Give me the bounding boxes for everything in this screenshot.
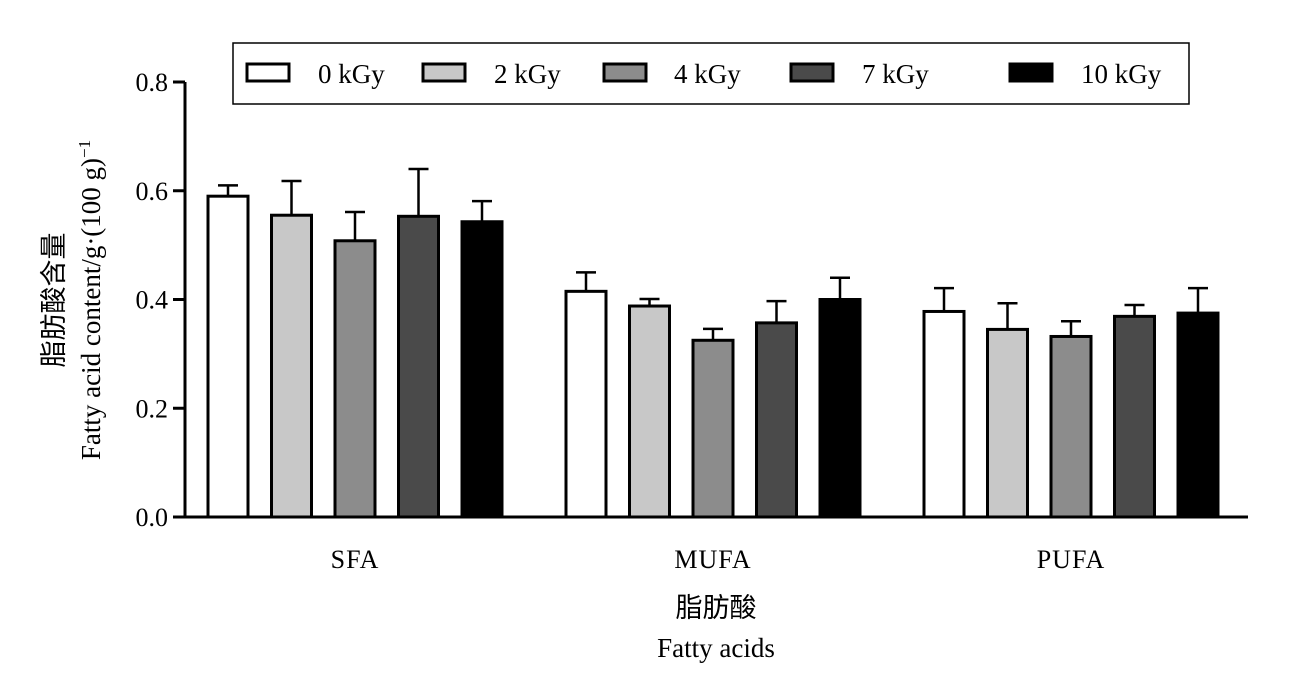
bar	[564, 289, 608, 519]
bar	[691, 338, 735, 519]
y-tick-label: 0.2	[136, 394, 169, 423]
legend-swatch	[602, 62, 648, 83]
bar	[1049, 334, 1093, 519]
legend-label: 4 kGy	[674, 59, 741, 89]
bar	[1113, 314, 1156, 519]
legend-label: 10 kGy	[1081, 59, 1162, 89]
error-bar-group	[218, 167, 1208, 341]
y-tick-group: 0.0 0.2 0.4 0.6 0.8	[136, 68, 185, 532]
bar	[460, 220, 504, 519]
legend-label: 0 kGy	[318, 59, 385, 89]
bar	[818, 298, 862, 519]
y-tick-label: 0.4	[136, 286, 169, 315]
bar-group	[206, 194, 1220, 519]
x-axis-title-cn: 脂肪酸	[676, 593, 757, 623]
legend-swatch	[421, 62, 467, 83]
y-tick-label: 0.0	[136, 503, 169, 532]
y-tick-label: 0.6	[136, 177, 169, 206]
y-axis-title-en: Fatty acid content/g·(100 g)−1	[75, 140, 106, 460]
legend-swatch	[245, 62, 291, 83]
bar	[755, 321, 798, 519]
y-tick-label: 0.8	[136, 68, 169, 97]
bar	[270, 213, 313, 519]
legend: 0 kGy 2 kGy 4 kGy 7 kGy 10 kGy	[232, 42, 1190, 105]
legend-label: 2 kGy	[494, 59, 561, 89]
y-axis-title-cn: 脂肪酸含量	[39, 233, 69, 368]
legend-swatch	[789, 62, 835, 83]
y-axis-title-sup: −1	[75, 140, 94, 158]
legend-swatch	[1008, 62, 1054, 83]
x-category-group: SFA MUFA PUFA	[331, 545, 1106, 574]
x-category-label: MUFA	[674, 545, 751, 574]
bar	[397, 214, 440, 519]
x-category-label: PUFA	[1037, 545, 1106, 574]
bar	[333, 239, 377, 519]
x-axis-title-en: Fatty acids	[657, 633, 775, 663]
legend-label: 7 kGy	[862, 59, 929, 89]
bar	[628, 304, 671, 519]
y-axis-title-en-text: Fatty acid content/g·(100 g)	[76, 158, 106, 460]
bar	[206, 194, 250, 519]
bar	[922, 309, 966, 519]
bar	[1176, 311, 1220, 519]
bar	[986, 327, 1029, 519]
x-category-label: SFA	[331, 545, 380, 574]
